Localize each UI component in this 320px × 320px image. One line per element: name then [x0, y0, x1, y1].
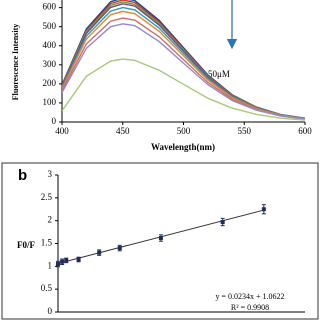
point — [220, 220, 225, 225]
x-tick-label: 450 — [116, 126, 130, 136]
spectrum-line — [62, 23, 306, 120]
annotation: 50μM — [208, 69, 230, 79]
y-tick-label: 0 — [52, 116, 57, 126]
y-tick-label: 400 — [43, 40, 57, 50]
y-tick-label: 3 — [48, 169, 53, 179]
x-axis-label: Wavelength(nm) — [151, 142, 215, 152]
y-tick-label: 100 — [43, 97, 57, 107]
y-tick-label: 600 — [43, 2, 57, 12]
point — [97, 250, 102, 255]
y-tick-label: 0.5 — [41, 283, 53, 293]
point — [261, 207, 266, 212]
point — [56, 262, 60, 267]
x-tick-label: 400 — [55, 126, 69, 136]
y-tick-label: 200 — [43, 78, 57, 88]
panel-label: b — [18, 167, 27, 184]
r-squared: R² = 0.9908 — [231, 303, 269, 312]
point — [60, 259, 65, 264]
point — [158, 236, 163, 241]
x-tick-label: 550 — [238, 126, 252, 136]
y-tick-label: 1 — [48, 260, 53, 270]
y-axis-label: F0/F — [17, 240, 35, 250]
spectrum-line — [62, 10, 306, 120]
y-tick-label: 1.5 — [41, 238, 53, 248]
point — [64, 258, 69, 263]
point — [117, 246, 122, 251]
spectrum-line — [62, 58, 306, 121]
point — [76, 257, 81, 262]
x-tick-label: 600 — [298, 126, 312, 136]
y-tick-label: 0 — [48, 306, 53, 316]
spectrum-line — [62, 3, 306, 120]
x-tick-label: 500 — [177, 126, 191, 136]
y-tick-label: 2 — [48, 215, 53, 225]
panel-frame — [1, 162, 319, 320]
y-tick-label: 300 — [43, 59, 57, 69]
y-tick-label: 500 — [43, 21, 57, 31]
trendline-equation: y = 0.0234x + 1.0622 — [215, 292, 284, 301]
y-axis-label: Fluorescence Intensity — [11, 24, 20, 101]
plot-area — [62, 0, 306, 121]
y-tick-label: 2.5 — [41, 192, 53, 202]
